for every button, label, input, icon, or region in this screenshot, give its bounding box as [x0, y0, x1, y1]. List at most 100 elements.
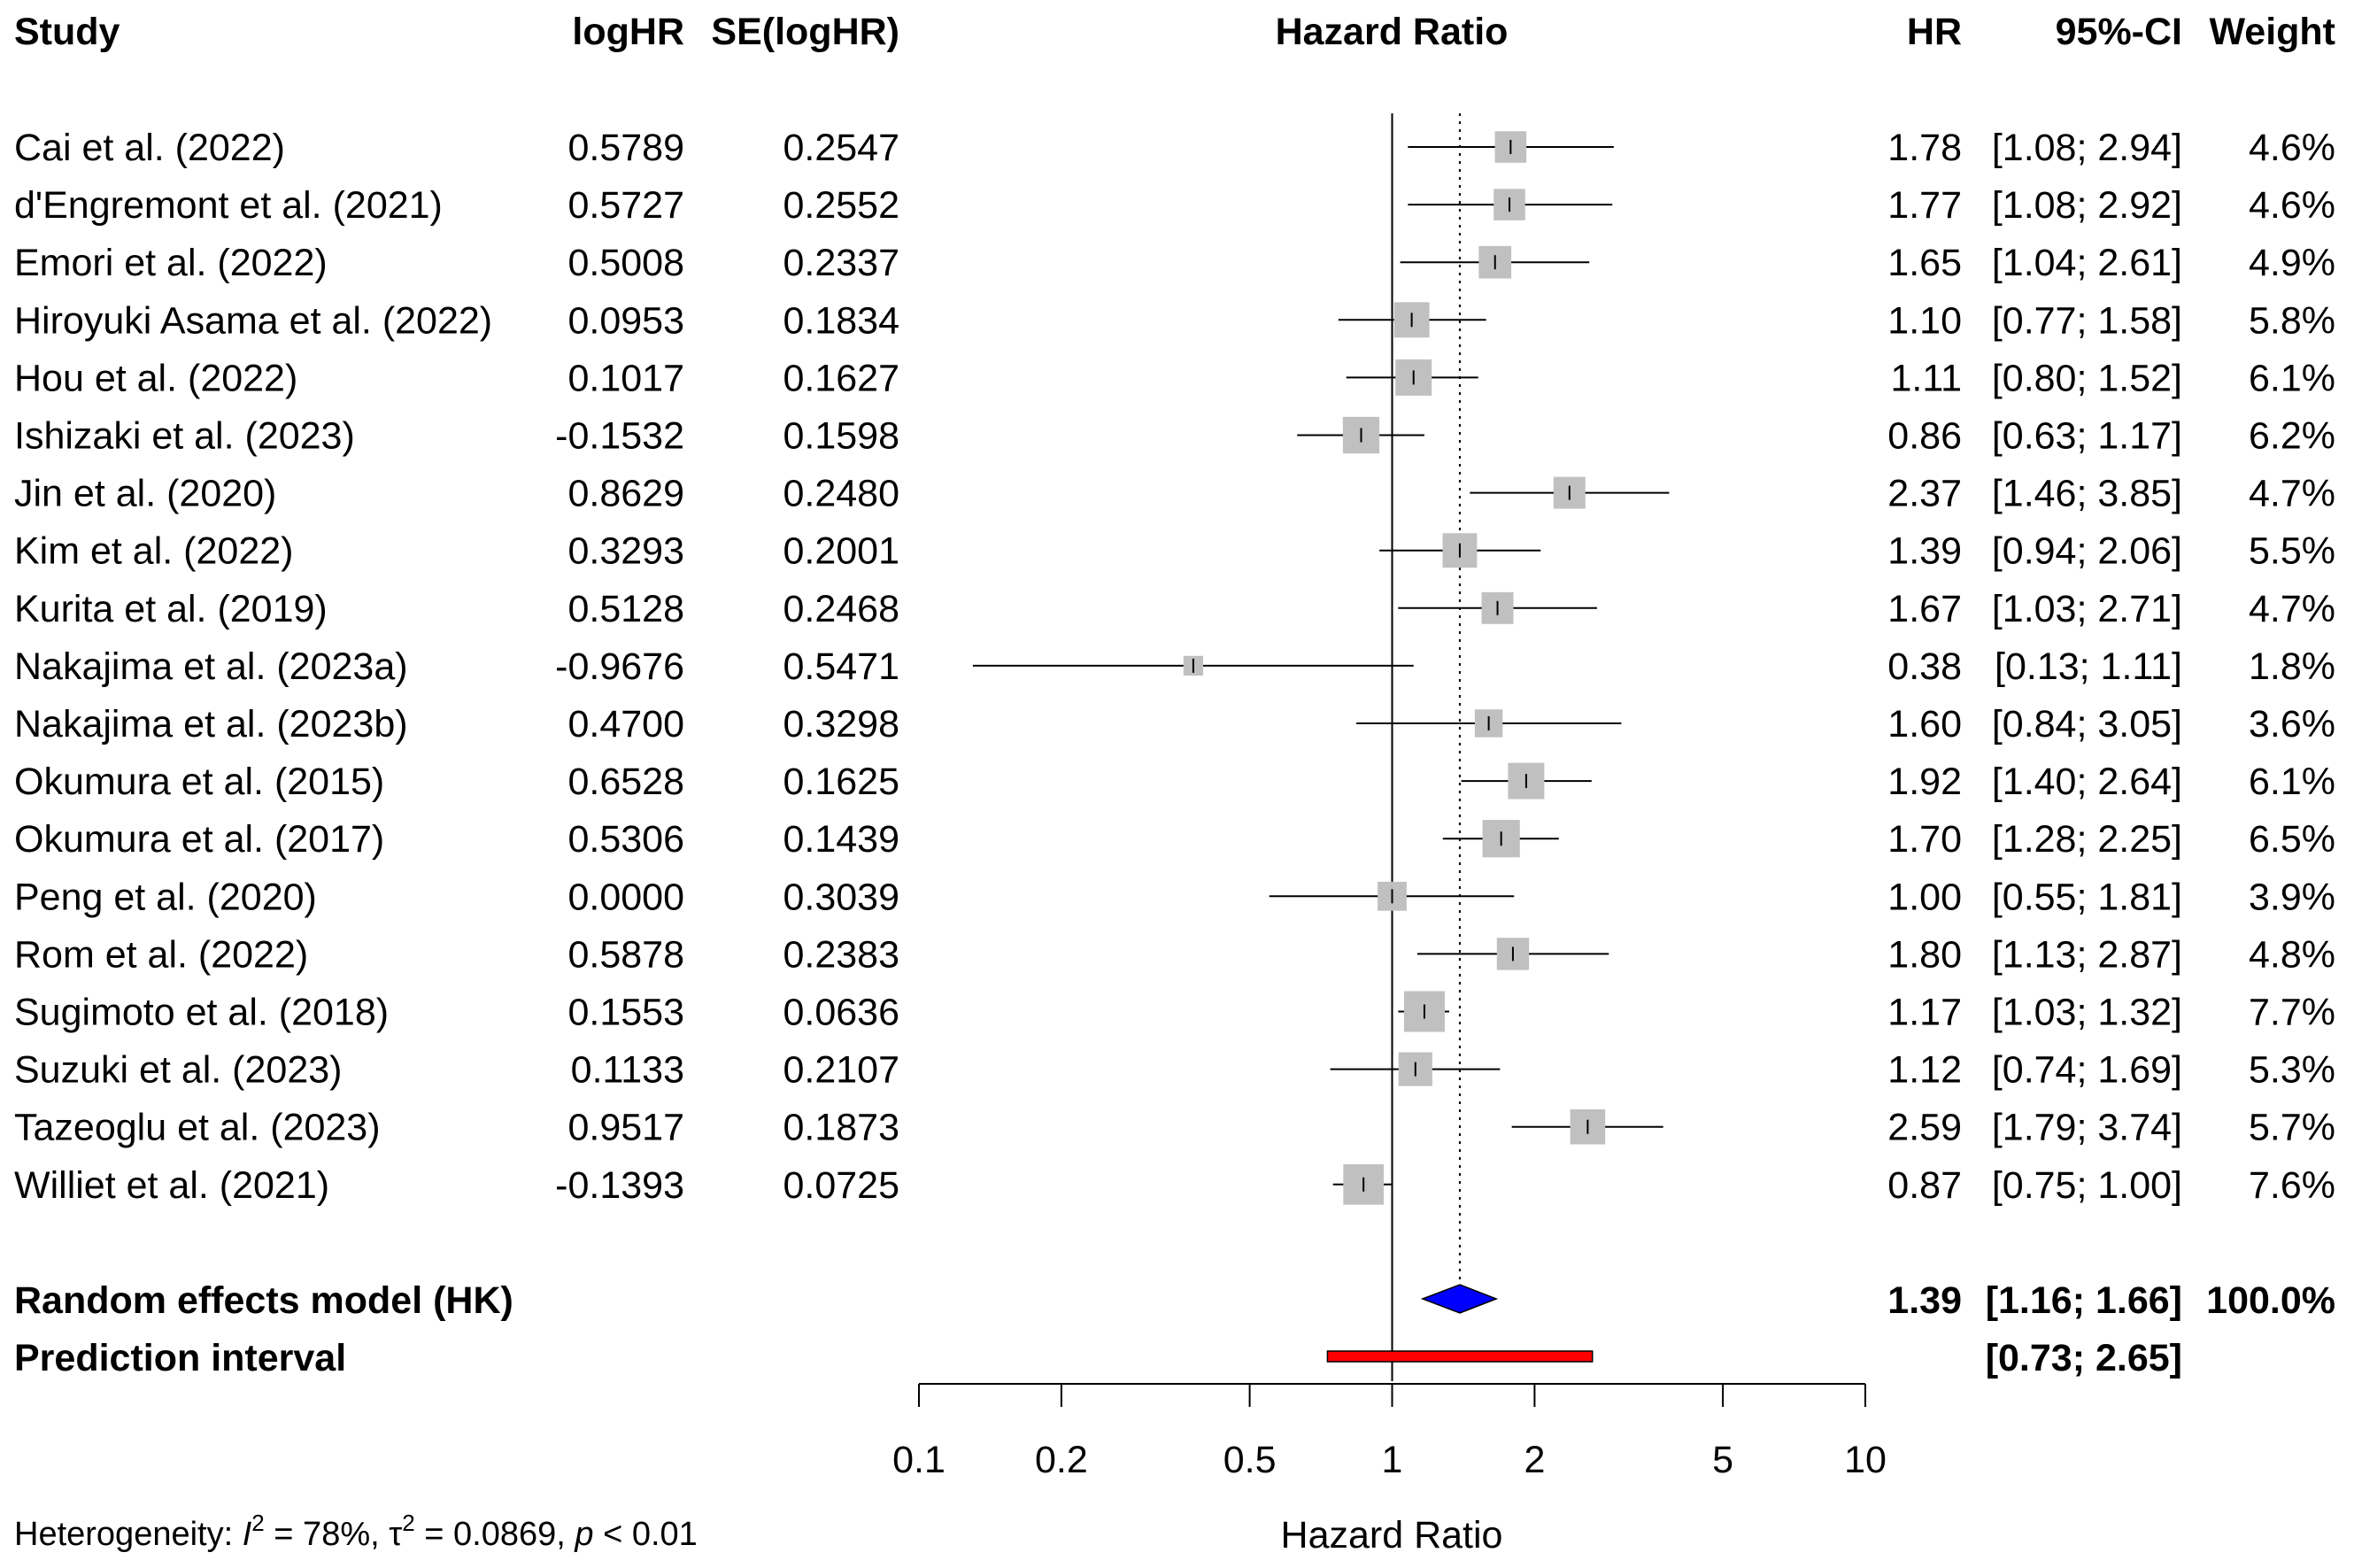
study-loghr: 0.0953 — [567, 299, 684, 342]
study-loghr: 0.5306 — [567, 818, 684, 861]
study-weight: 6.1% — [2249, 761, 2335, 803]
p-value: < 0.01 — [594, 1516, 698, 1553]
study-ci: [1.28; 2.25] — [1992, 818, 2182, 861]
study-name: Okumura et al. (2015) — [14, 761, 384, 803]
study-rows: Cai et al. (2022) 0.5789 0.2547 1.78 [1.08; … — [14, 127, 2335, 1207]
study-hr: 1.80 — [1887, 933, 1962, 976]
study-se: 0.2468 — [783, 588, 899, 630]
study-loghr: 0.5878 — [567, 933, 684, 976]
study-se: 0.2001 — [783, 530, 899, 573]
x-tick-label: 0.2 — [1035, 1439, 1088, 1481]
study-weight: 4.6% — [2249, 127, 2335, 169]
prediction-label: Prediction interval — [14, 1337, 346, 1379]
study-weight: 4.6% — [2249, 184, 2335, 227]
study-hr: 1.60 — [1887, 703, 1962, 745]
i2-value: = 78%, — [265, 1516, 389, 1553]
study-se: 0.2337 — [783, 242, 899, 284]
study-hr: 1.00 — [1887, 876, 1962, 918]
pooled-ci: [1.16; 1.66] — [1986, 1279, 2182, 1322]
header-hr: HR — [1907, 11, 1962, 53]
x-tick-label: 10 — [1844, 1439, 1887, 1481]
study-weight: 6.1% — [2249, 357, 2335, 399]
study-se: 0.2547 — [783, 127, 899, 169]
study-loghr: -0.9676 — [555, 645, 684, 688]
study-name: Jin et al. (2020) — [14, 473, 276, 515]
study-name: Emori et al. (2022) — [14, 242, 328, 284]
study-loghr: 0.5128 — [567, 588, 684, 630]
study-name: Suzuki et al. (2023) — [14, 1049, 342, 1092]
study-weight: 1.8% — [2249, 645, 2335, 688]
study-hr: 0.86 — [1887, 415, 1962, 458]
study-name: Nakajima et al. (2023a) — [14, 645, 408, 688]
study-loghr: 0.5727 — [567, 184, 684, 227]
study-hr: 1.10 — [1887, 299, 1962, 342]
study-name: Hiroyuki Asama et al. (2022) — [14, 299, 492, 342]
study-se: 0.2552 — [783, 184, 899, 227]
study-ci: [0.94; 2.06] — [1992, 530, 2182, 573]
study-hr: 0.87 — [1887, 1164, 1962, 1207]
study-se: 0.1873 — [783, 1107, 899, 1149]
tau-symbol: τ — [389, 1516, 402, 1553]
study-ci: [0.55; 1.81] — [1992, 876, 2182, 918]
study-hr: 2.37 — [1887, 473, 1962, 515]
study-weight: 4.7% — [2249, 473, 2335, 515]
study-loghr: 0.1553 — [567, 992, 684, 1034]
study-name: Peng et al. (2020) — [14, 876, 317, 918]
prediction-ci: [0.73; 2.65] — [1986, 1337, 2182, 1379]
header-plot: Hazard Ratio — [1276, 11, 1509, 53]
study-name: Kurita et al. (2019) — [14, 588, 328, 630]
study-ci: [0.63; 1.17] — [1992, 415, 2182, 458]
study-weight: 5.5% — [2249, 530, 2335, 573]
study-ci: [1.46; 3.85] — [1992, 473, 2182, 515]
study-se: 0.2480 — [783, 473, 899, 515]
study-name: Nakajima et al. (2023b) — [14, 703, 408, 745]
study-hr: 2.59 — [1887, 1107, 1962, 1149]
study-se: 0.5471 — [783, 645, 899, 688]
study-weight: 4.9% — [2249, 242, 2335, 284]
study-weight: 4.8% — [2249, 933, 2335, 976]
heterogeneity-note: Heterogeneity: I2 = 78%, τ2 = 0.0869, p … — [14, 1510, 698, 1553]
study-hr: 1.12 — [1887, 1049, 1962, 1092]
study-weight: 7.6% — [2249, 1164, 2335, 1207]
study-weight: 5.7% — [2249, 1107, 2335, 1149]
study-se: 0.1627 — [783, 357, 899, 399]
study-hr: 0.38 — [1887, 645, 1962, 688]
study-hr: 1.92 — [1887, 761, 1962, 803]
x-tick-label: 5 — [1712, 1439, 1733, 1481]
study-se: 0.1598 — [783, 415, 899, 458]
heterogeneity-prefix: Heterogeneity: — [14, 1516, 243, 1553]
study-name: d'Engremont et al. (2021) — [14, 184, 443, 227]
study-ci: [0.75; 1.00] — [1992, 1164, 2182, 1207]
study-loghr: 0.3293 — [567, 530, 684, 573]
study-weight: 7.7% — [2249, 992, 2335, 1034]
x-tick-label: 0.1 — [892, 1439, 945, 1481]
study-weight: 5.8% — [2249, 299, 2335, 342]
study-ci: [0.74; 1.69] — [1992, 1049, 2182, 1092]
study-weight: 4.7% — [2249, 588, 2335, 630]
x-axis: 0.1 0.2 0.5 1 2 5 10 — [892, 1383, 1887, 1481]
x-tick-label: 1 — [1382, 1439, 1403, 1481]
study-ci: [0.13; 1.11] — [1995, 645, 2182, 688]
study-hr: 1.78 — [1887, 127, 1962, 169]
header-loghr: logHR — [572, 11, 684, 53]
study-se: 0.0636 — [783, 992, 899, 1034]
study-loghr: 0.1133 — [571, 1049, 684, 1092]
study-se: 0.3298 — [783, 703, 899, 745]
header-se: SE(logHR) — [711, 11, 899, 53]
study-name: Sugimoto et al. (2018) — [14, 992, 389, 1034]
study-ci: [0.80; 1.52] — [1992, 357, 2182, 399]
study-weight: 3.6% — [2249, 703, 2335, 745]
study-se: 0.2383 — [783, 933, 899, 976]
study-se: 0.2107 — [783, 1049, 899, 1092]
study-ci: [1.03; 2.71] — [1992, 588, 2182, 630]
plot-marks — [972, 113, 1670, 1381]
i2-symbol: I — [243, 1516, 252, 1553]
study-hr: 1.70 — [1887, 818, 1962, 861]
study-weight: 3.9% — [2249, 876, 2335, 918]
study-weight: 6.5% — [2249, 818, 2335, 861]
study-ci: [0.84; 3.05] — [1992, 703, 2182, 745]
pooled-hr: 1.39 — [1887, 1279, 1962, 1322]
study-loghr: 0.5008 — [567, 242, 684, 284]
study-loghr: -0.1532 — [555, 415, 684, 458]
